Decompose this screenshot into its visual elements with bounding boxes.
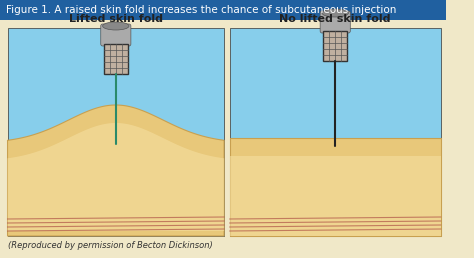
Polygon shape [8,123,224,231]
FancyBboxPatch shape [230,214,441,236]
Text: Lifted skin fold: Lifted skin fold [69,14,163,24]
FancyBboxPatch shape [320,11,350,33]
Text: (Reproduced by permission of Becton Dickinson): (Reproduced by permission of Becton Dick… [8,241,212,251]
FancyBboxPatch shape [230,156,441,236]
FancyBboxPatch shape [8,214,224,236]
FancyBboxPatch shape [8,28,224,236]
Ellipse shape [322,9,348,17]
Text: Figure 1. A raised skin fold increases the chance of subcutaneous injection: Figure 1. A raised skin fold increases t… [6,5,396,15]
FancyBboxPatch shape [323,31,347,61]
Ellipse shape [103,22,129,30]
FancyBboxPatch shape [230,28,441,236]
Text: No lifted skin fold: No lifted skin fold [280,14,391,24]
FancyBboxPatch shape [104,44,128,74]
FancyBboxPatch shape [0,0,447,20]
Polygon shape [8,105,224,236]
FancyBboxPatch shape [101,24,131,46]
FancyBboxPatch shape [230,138,441,236]
